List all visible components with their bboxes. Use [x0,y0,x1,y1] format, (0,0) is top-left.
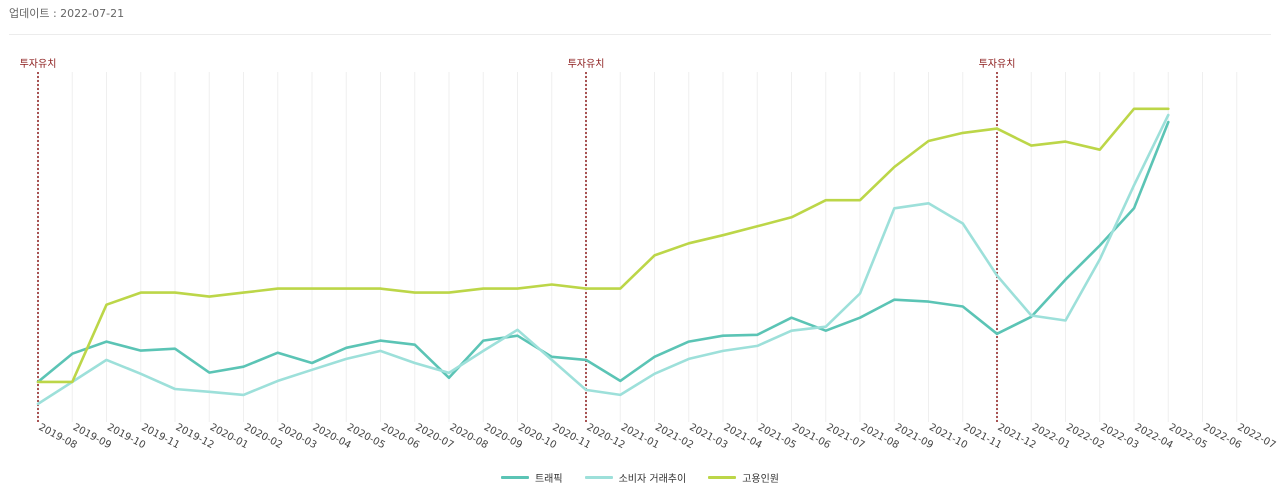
x-tick-label: 2020-04 [311,422,353,451]
series-line-consumer-trade [36,113,1170,406]
series-lines [36,107,1170,406]
x-tick-label: 2021-05 [756,422,798,451]
x-tick-label: 2022-03 [1098,422,1140,451]
x-tick-label: 2022-01 [1030,422,1072,451]
x-tick-label: 2022-04 [1133,422,1175,451]
x-tick-label: 2019-10 [105,422,147,451]
legend-swatch-consumer-trade [584,476,613,479]
x-tick-label: 2022-02 [1064,422,1106,451]
legend-swatch-employees [708,476,737,479]
x-tick-label: 2019-12 [174,422,216,451]
x-tick-label: 2020-06 [379,422,421,451]
x-tick-label: 2021-07 [824,422,866,451]
x-tick-label: 2020-07 [413,422,455,451]
x-tick-label: 2021-03 [687,422,729,451]
x-tick-label: 2020-02 [242,422,284,451]
x-tick-label: 2020-10 [516,422,558,451]
x-tick-label: 2019-09 [71,422,113,451]
annotation-label-2: 투자유치 [568,58,605,70]
x-tick-label: 2019-11 [139,422,181,451]
series-line-traffic [36,120,1170,384]
x-axis-ticks: 2019-082019-092019-102019-112019-122020-… [37,422,1278,451]
legend-label-traffic: 트래픽 [534,474,563,485]
x-tick-label: 2020-05 [345,422,387,451]
x-tick-label: 2019-08 [37,422,79,451]
x-tick-label: 2022-05 [1167,422,1209,451]
x-tick-label: 2021-01 [619,422,661,451]
legend-swatch-traffic [500,476,529,479]
x-tick-label: 2022-06 [1201,422,1243,451]
legend: 트래픽 소비자 거래추이 고용인원 [0,470,1280,485]
x-tick-label: 2022-07 [1235,422,1277,451]
x-tick-label: 2021-04 [722,422,764,451]
x-tick-label: 2020-09 [482,422,524,451]
header-divider [9,34,1271,35]
x-tick-label: 2021-08 [859,422,901,451]
legend-item-traffic[interactable]: 트래픽 [500,470,563,485]
x-tick-label: 2021-11 [961,422,1003,451]
x-tick-label: 2020-03 [276,422,318,451]
annotation-label-1: 투자유치 [20,58,57,70]
x-tick-label: 2020-01 [208,422,250,451]
annotation-markers: 투자유치 투자유치 투자유치 [20,58,1016,422]
legend-item-employees[interactable]: 고용인원 [708,470,779,485]
x-tick-label: 2020-12 [585,422,627,451]
x-tick-label: 2020-08 [448,422,490,451]
x-tick-label: 2021-10 [927,422,969,451]
annotation-label-3: 투자유치 [979,58,1016,70]
x-tick-label: 2021-12 [996,422,1038,451]
legend-label-employees: 고용인원 [742,474,779,485]
x-tick-label: 2020-11 [550,422,592,451]
update-date: 업데이트 : 2022-07-21 [9,7,125,20]
x-tick-label: 2021-06 [790,422,832,451]
x-tick-label: 2021-09 [893,422,935,451]
x-tick-label: 2021-02 [653,422,695,451]
legend-label-consumer-trade: 소비자 거래추이 [618,474,687,485]
series-line-employees [36,107,1170,384]
legend-item-consumer-trade[interactable]: 소비자 거래추이 [584,470,687,485]
